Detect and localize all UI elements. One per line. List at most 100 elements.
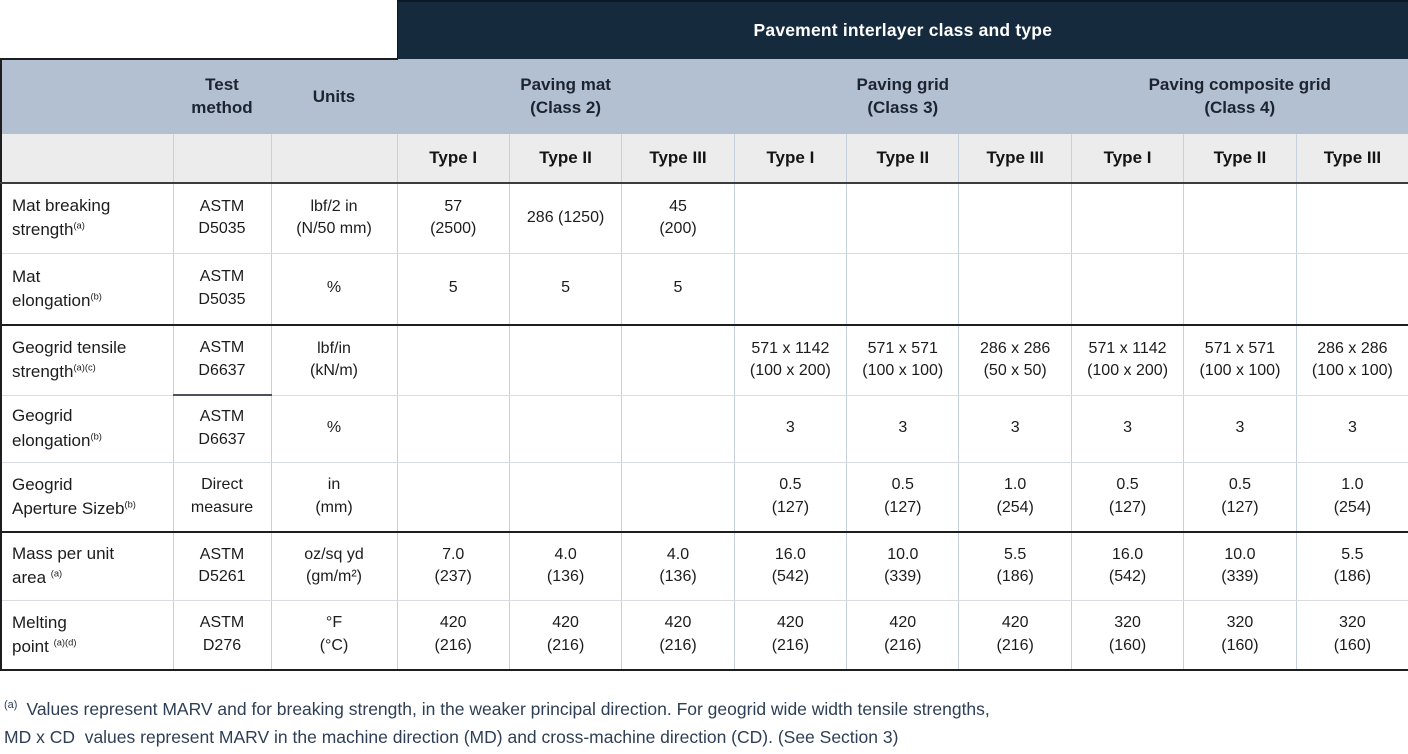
test-method-cell: ASTM D5035 <box>172 253 271 326</box>
table-row: Geogrid tensile strength(a)(c) ASTM D6637 lb… <box>0 325 1408 396</box>
value-cell: 5 <box>396 253 510 326</box>
header-group-paving-grid: Paving grid (Class 3) <box>734 59 1072 134</box>
header-property <box>0 58 173 134</box>
value-cell: 0.5 (127) <box>733 462 847 533</box>
value-cell <box>396 462 510 533</box>
value-cell <box>958 183 1072 254</box>
group-class: (Class 4) <box>1204 97 1276 117</box>
value-cell: 0.5 (127) <box>1183 462 1297 533</box>
test-method-cell: ASTM D276 <box>172 600 271 671</box>
property-cell: Geogrid Aperture Sizeb(b) <box>0 462 173 533</box>
header-test-method: Test method <box>173 58 271 134</box>
banner-blank-corner <box>1 1 398 60</box>
spec-table: Pavement interlayer class and type Test … <box>0 0 1408 671</box>
value-cell: 420 (216) <box>508 600 622 671</box>
table-row: Mass per unit area (a) ASTM D5261 oz/sq yd (g… <box>0 532 1408 601</box>
test-method-cell: ASTM D5261 <box>172 532 271 601</box>
test-method-cell: ASTM D6637 <box>172 325 271 396</box>
type-col: Type III <box>958 134 1072 184</box>
value-cell: 420 (216) <box>621 600 735 671</box>
value-cell <box>846 183 959 254</box>
units-cell: lbf/2 in (N/50 mm) <box>270 183 398 254</box>
value-cell <box>1070 183 1184 254</box>
footnotes: (a) Values represent MARV and for breakin… <box>4 695 1408 751</box>
type-col: Type II <box>1183 134 1297 184</box>
value-cell <box>621 395 735 463</box>
units-cell: % <box>270 395 398 463</box>
type-col: Type III <box>1295 134 1408 184</box>
group-class: (Class 3) <box>867 97 939 117</box>
value-cell: 16.0 (542) <box>1070 532 1184 601</box>
value-cell <box>1183 253 1297 326</box>
value-cell: 420 (216) <box>846 600 959 671</box>
footnote-reference: (a) <box>73 220 85 231</box>
value-cell: 286 x 286 (50 x 50) <box>958 325 1072 396</box>
footnote-reference: (a)(d) <box>53 637 77 648</box>
test-method-cell: Direct measure <box>172 462 271 533</box>
table-row: Mat elongation(b) ASTM D5035% 5 5 5 <box>0 253 1408 326</box>
property-cell: Mat elongation(b) <box>0 253 173 326</box>
value-cell: 5 <box>508 253 622 326</box>
units-cell: % <box>270 253 398 326</box>
value-cell: 320 (160) <box>1183 600 1297 671</box>
units-cell: lbf/in (kN/m) <box>270 325 398 396</box>
footnote-reference: (b) <box>124 499 136 510</box>
value-cell <box>1295 253 1408 326</box>
type-col: Type III <box>621 134 735 184</box>
value-cell: 1.0 (254) <box>1295 462 1408 533</box>
type-blank <box>172 134 271 184</box>
table-row: Mat breaking strength(a) ASTM D5035 lbf/2 in… <box>0 183 1408 254</box>
value-cell <box>396 395 510 463</box>
value-cell <box>508 462 622 533</box>
value-cell <box>958 253 1072 326</box>
banner-title: Pavement interlayer class and type <box>396 0 1408 59</box>
group-class: (Class 2) <box>530 97 602 117</box>
property-cell: Melting point (a)(d) <box>0 600 173 671</box>
header-units: Units <box>271 58 398 134</box>
value-cell: 286 (1250) <box>508 183 622 254</box>
footnote-reference: (b) <box>90 291 102 302</box>
units-cell: oz/sq yd (gm/m²) <box>270 532 398 601</box>
value-cell: 1.0 (254) <box>958 462 1072 533</box>
table-row: Geogrid Aperture Sizeb(b) Direct measure in(… <box>0 462 1408 533</box>
footnote-reference: (b) <box>90 430 102 441</box>
value-cell <box>1070 253 1184 326</box>
type-col: Type I <box>396 134 510 184</box>
header-group-paving-composite-grid: Paving composite grid (Class 4) <box>1071 59 1408 134</box>
property-cell: Geogrid tensile strength(a)(c) <box>0 325 173 396</box>
value-cell: 3 <box>846 395 959 463</box>
value-cell: 16.0 (542) <box>733 532 847 601</box>
type-col: Type I <box>733 134 847 184</box>
value-cell: 420 (216) <box>958 600 1072 671</box>
units-cell: in (mm) <box>270 462 398 533</box>
value-cell <box>846 253 959 326</box>
value-cell: 3 <box>1295 395 1408 463</box>
group-name: Paving mat <box>520 74 611 94</box>
type-blank <box>0 134 173 184</box>
property-cell: Mat breaking strength(a) <box>0 183 173 254</box>
group-name: Paving grid <box>856 74 950 94</box>
value-cell: 7.0 (237) <box>396 532 510 601</box>
value-cell: 3 <box>733 395 847 463</box>
value-cell: 3 <box>1183 395 1297 463</box>
type-col: Type II <box>846 134 959 184</box>
value-cell <box>733 183 847 254</box>
value-cell: 0.5 (127) <box>1070 462 1184 533</box>
footnote-reference: (a) <box>50 568 63 579</box>
units-cell: °F (°C) <box>270 600 398 671</box>
value-cell <box>508 395 622 463</box>
value-cell: 3 <box>958 395 1072 463</box>
value-cell <box>1295 183 1408 254</box>
type-header-row: Type I Type II Type III Type I Type II T… <box>0 134 1408 184</box>
value-cell: 10.0 (339) <box>1183 532 1297 601</box>
type-col: Type II <box>508 134 622 184</box>
value-cell <box>621 462 735 533</box>
value-cell: 286 x 286 (100 x 100) <box>1295 325 1408 396</box>
value-cell: 320 (160) <box>1070 600 1184 671</box>
property-cell: Geogrid elongation(b) <box>0 395 173 463</box>
footnote-marker: (a) <box>4 699 18 712</box>
value-cell: 320 (160) <box>1295 600 1408 671</box>
value-cell: 4.0 (136) <box>508 532 622 601</box>
value-cell: 5.5 (186) <box>958 532 1072 601</box>
value-cell: 3 <box>1070 395 1184 463</box>
